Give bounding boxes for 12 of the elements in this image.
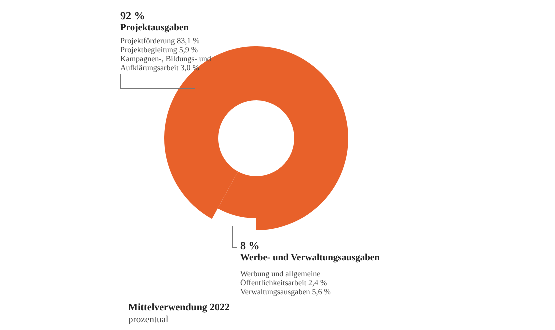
text: prozentual (128, 316, 169, 326)
text: Werbung und allgemeine (240, 270, 322, 278)
text: Verwaltungsausgaben 5,6 % (240, 288, 332, 296)
slice-label: Werbe- und Verwaltungsausgaben (240, 254, 381, 264)
text: Öffentlichkeitsarbeit 2,4 % (240, 278, 328, 288)
text: Kampagnen-, Bildungs- und (120, 54, 212, 64)
text: Projektförderung 83,1 % (120, 36, 200, 46)
text: Mittelverwendung 2022 (128, 302, 230, 314)
text: Projektbegleitung 5,9 % (120, 46, 198, 54)
data-label: 8 % (240, 240, 260, 252)
data-label: 92 % (120, 10, 146, 22)
slice-label: Projektausgaben (120, 24, 190, 34)
